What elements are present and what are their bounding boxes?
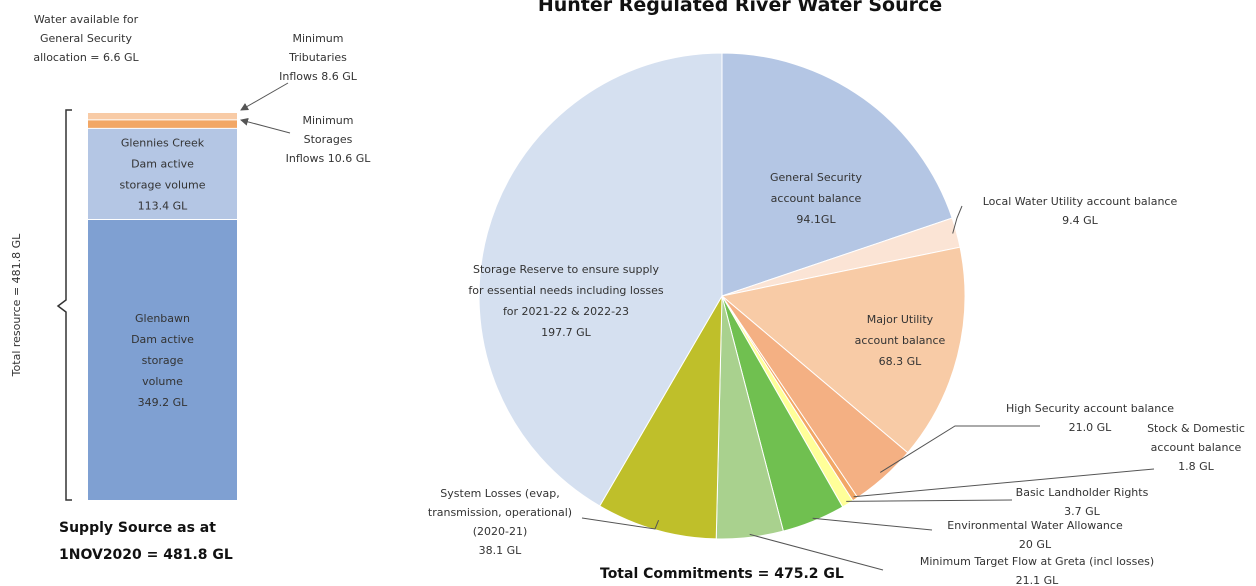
tributaries-arrow — [240, 82, 289, 111]
major-utility-label-line-1: Major Utility — [867, 313, 934, 326]
environmental-water-label-line-1: Environmental Water Allowance — [947, 519, 1123, 532]
high-security-label-line-1: High Security account balance — [1006, 402, 1174, 415]
basic-landholder-label-line-2: 3.7 GL — [1064, 505, 1101, 518]
local-water-utility-label-line-2: 9.4 GL — [1062, 214, 1099, 227]
pie-chart: General Security account balance 94.1GL Maj… — [428, 52, 1245, 586]
bar-segment-glennies-creek-dam-active-storage-volume — [88, 128, 237, 220]
general-security-allocation-label-line-2: General Security — [40, 32, 133, 45]
stacked-bar-chart: Glenbawn Dam active storage volume 349.2 GL G… — [10, 13, 372, 501]
stock-domestic-label-line-2: account balance — [1151, 441, 1242, 454]
stock-domestic-label-line-1: Stock & Domestic — [1147, 422, 1245, 435]
system-losses-label-line-3: (2020-21) — [473, 525, 528, 538]
general-security-label-line-3: 94.1GL — [796, 213, 836, 226]
pie-slice-major-utility-account-balance — [720, 246, 966, 454]
glenbawn-label-line-2: Dam active — [131, 333, 194, 346]
glenbawn-label-line-1: Glenbawn — [135, 312, 190, 325]
pie-slice-storage-reserve-to-ensure-supply-for-essential-needs-including-losses-for-2021-22-2022-23 — [478, 52, 723, 507]
bar-segment-minimum-storages-inflows — [88, 119, 237, 129]
environmental-water-leader — [812, 517, 933, 531]
glennies-label-line-4: 113.4 GL — [138, 199, 189, 212]
bar-segment-minimum-tributaries-inflows — [88, 113, 237, 120]
general-security-label-line-1: General Security — [770, 171, 863, 184]
basic-landholder-leader — [846, 499, 1013, 502]
stock-domestic-label-line-3: 1.8 GL — [1178, 460, 1215, 473]
local-water-utility-label-line-1: Local Water Utility account balance — [983, 195, 1178, 208]
major-utility-label-line-3: 68.3 GL — [879, 355, 923, 368]
system-losses-label-line-2: transmission, operational) — [428, 506, 572, 519]
system-losses-leader — [581, 517, 660, 530]
storage-reserve-label-line-2: for essential needs including losses — [468, 284, 664, 297]
major-utility-label-line-2: account balance — [855, 334, 946, 347]
storage-reserve-label-line-4: 197.7 GL — [541, 326, 592, 339]
glennies-label-line-3: storage volume — [119, 178, 205, 191]
general-security-label-line-2: account balance — [771, 192, 862, 205]
glenbawn-label-line-4: volume — [142, 375, 183, 388]
system-losses-label-line-1: System Losses (evap, — [440, 487, 559, 500]
pie-chart-title: Hunter Regulated River Water Source — [538, 0, 942, 16]
tributaries-label-line-1: Minimum — [293, 32, 344, 45]
pie-slice-general-security-account-balance — [721, 52, 953, 297]
glenbawn-label-line-5: 349.2 GL — [138, 396, 189, 409]
system-losses-label-line-4: 38.1 GL — [479, 544, 523, 557]
glenbawn-label-line-3: storage — [142, 354, 184, 367]
general-security-allocation-label-line-1: Water available for — [34, 13, 139, 26]
glennies-label-line-1: Glennies Creek — [121, 136, 205, 149]
tributaries-label-line-3: Inflows 8.6 GL — [279, 70, 358, 83]
storage-reserve-label-line-3: for 2021-22 & 2022-23 — [503, 305, 629, 318]
total-resource-brace — [56, 109, 72, 501]
general-security-allocation-label-line-3: allocation = 6.6 GL — [33, 51, 139, 64]
supply-source-title-line-1: Supply Source as at — [59, 520, 216, 536]
supply-source-title-line-2: 1NOV2020 = 481.8 GL — [59, 547, 233, 563]
storages-label-line-1: Minimum — [303, 114, 354, 127]
environmental-water-label-line-2: 20 GL — [1019, 538, 1052, 551]
minimum-target-flow-label-line-2: 21.1 GL — [1016, 574, 1060, 586]
storages-arrow — [240, 117, 291, 134]
glennies-label-line-2: Dam active — [131, 157, 194, 170]
tributaries-label-line-2: Tributaries — [288, 51, 347, 64]
total-commitments-label: Total Commitments = 475.2 GL — [600, 566, 844, 582]
storage-reserve-label-line-1: Storage Reserve to ensure supply — [473, 263, 659, 276]
total-resource-axis-label: Total resource = 481.8 GL — [10, 233, 23, 377]
storages-label-line-2: Storages — [304, 133, 353, 146]
bar-segment-glenbawn-dam-active-storage-volume — [88, 219, 237, 500]
storages-label-line-3: Inflows 10.6 GL — [286, 152, 372, 165]
minimum-target-flow-label-line-1: Minimum Target Flow at Greta (incl losse… — [920, 555, 1154, 568]
pie-slice-system-losses-evap-transmission-operational-2020-21 — [598, 295, 723, 540]
minimum-target-flow-leader — [749, 533, 884, 571]
stock-domestic-leader — [853, 468, 1155, 498]
high-security-label-line-2: 21.0 GL — [1069, 421, 1113, 434]
local-water-utility-leader — [952, 205, 963, 234]
basic-landholder-label-line-1: Basic Landholder Rights — [1016, 486, 1149, 499]
high-security-leader — [879, 425, 1040, 473]
